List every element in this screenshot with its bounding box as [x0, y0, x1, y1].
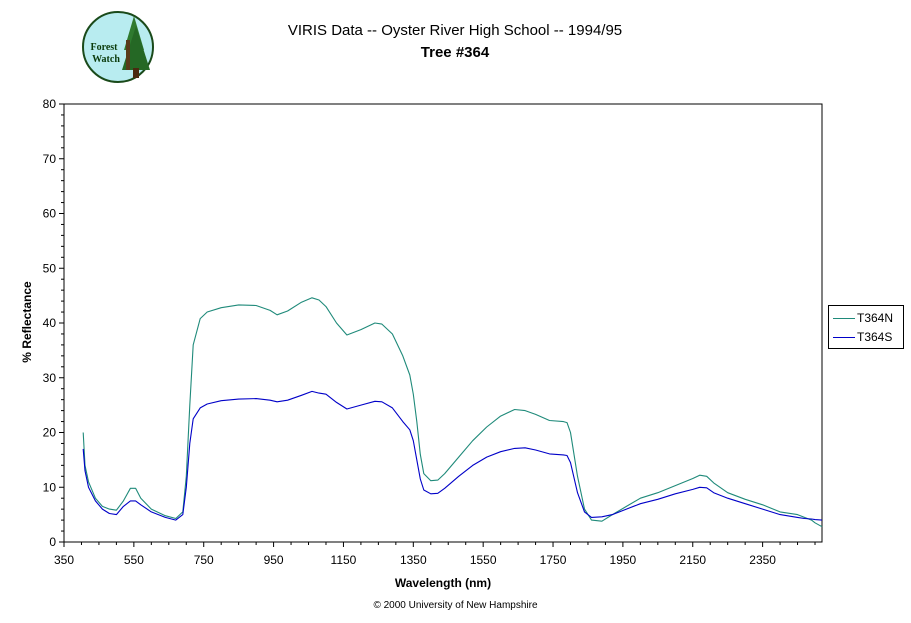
forest-watch-logo-icon: Forest Watch	[82, 11, 154, 83]
y-tick-label: 70	[43, 152, 57, 166]
y-tick-label: 10	[43, 480, 57, 494]
x-tick-label: 550	[124, 553, 144, 567]
legend-swatch	[833, 336, 855, 338]
x-axis-label: Wavelength (nm)	[394, 576, 492, 590]
y-tick-label: 30	[43, 371, 57, 385]
x-tick-label: 950	[264, 553, 284, 567]
axes	[63, 103, 823, 543]
legend-item-t364s: T364S	[833, 329, 892, 345]
y-axis-label: % Reflectance	[20, 281, 34, 363]
y-tick-label: 20	[43, 426, 57, 440]
tick-marks: 0 10 20 30 40 50 60 70 80 350 550 750 950 1150 1350 155…	[43, 97, 816, 567]
x-tick-label: 1350	[400, 553, 427, 567]
series-lines	[82, 297, 823, 528]
x-tick-label: 1150	[331, 553, 357, 567]
y-tick-label: 40	[43, 316, 57, 330]
y-tick-label: 0	[49, 535, 56, 549]
legend-label: T364N	[857, 311, 894, 325]
logo-text-bottom: Watch	[92, 54, 120, 65]
x-tick-label: 1550	[470, 553, 497, 567]
legend: T364N T364S	[828, 305, 904, 349]
x-tick-label: 1950	[610, 553, 637, 567]
y-tick-label: 60	[43, 207, 57, 221]
legend-item-t364n: T364N	[833, 310, 893, 326]
y-tick-label: 80	[43, 97, 57, 111]
x-tick-label: 1750	[540, 553, 567, 567]
x-tick-label: 350	[54, 553, 74, 567]
y-tick-label: 50	[43, 261, 57, 275]
series-line-t364s	[82, 390, 823, 521]
legend-swatch	[833, 317, 855, 319]
chart-title: VIRIS Data -- Oyster River High School -…	[287, 22, 623, 39]
x-tick-label: 750	[194, 553, 214, 567]
plot-frame	[63, 103, 823, 543]
chart-subtitle: Tree #364	[420, 44, 490, 61]
x-tick-label: 2350	[749, 553, 776, 567]
logo-text-top: Forest	[90, 42, 118, 53]
copyright-footer: © 2000 University of New Hampshire	[373, 600, 538, 611]
legend-label: T364S	[857, 330, 893, 344]
series-line-t364n	[82, 297, 823, 528]
x-tick-label: 2150	[679, 553, 706, 567]
